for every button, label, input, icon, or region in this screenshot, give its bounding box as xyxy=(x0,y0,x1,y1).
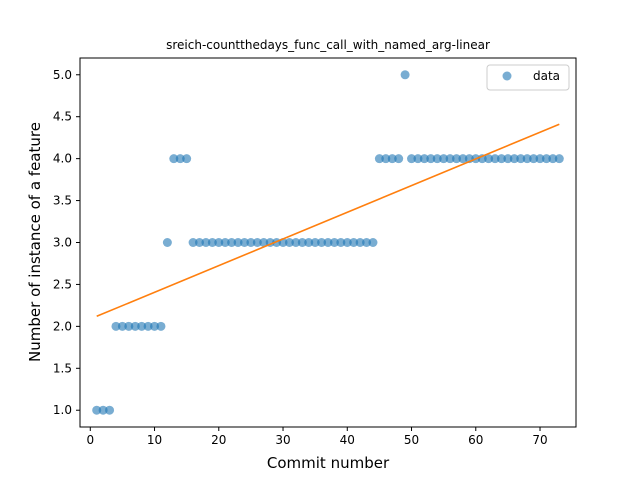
data-point xyxy=(150,321,160,331)
data-point xyxy=(284,238,294,247)
data-point xyxy=(387,154,397,164)
data-point xyxy=(220,238,230,247)
data-point xyxy=(246,238,256,247)
y-tick-label: 3.5 xyxy=(53,194,72,208)
data-point xyxy=(368,238,378,247)
data-point xyxy=(182,154,192,164)
data-point xyxy=(490,154,500,164)
data-point xyxy=(394,154,404,164)
data-point xyxy=(458,154,468,164)
data-point xyxy=(355,238,365,247)
data-point xyxy=(124,321,134,331)
data-point xyxy=(117,321,127,331)
plot-marks xyxy=(92,70,564,415)
y-tick-label: 4.5 xyxy=(53,110,72,124)
data-point xyxy=(407,154,417,164)
data-point xyxy=(529,154,539,164)
x-tick-label: 0 xyxy=(86,433,94,447)
data-point xyxy=(130,321,140,331)
data-point xyxy=(554,154,564,164)
data-point xyxy=(317,238,327,247)
y-tick-label: 4.0 xyxy=(53,152,72,166)
y-tick-label: 1.0 xyxy=(53,403,72,417)
x-tick-label: 30 xyxy=(275,433,290,447)
data-point xyxy=(304,238,314,247)
data-point xyxy=(259,238,269,247)
data-point xyxy=(329,238,339,247)
data-point xyxy=(342,238,352,247)
data-point xyxy=(432,154,442,164)
data-point xyxy=(419,154,429,164)
x-tick-label: 50 xyxy=(404,433,419,447)
y-tick-label: 3.0 xyxy=(53,236,72,250)
data-point xyxy=(374,154,384,164)
data-point xyxy=(522,154,532,164)
data-point xyxy=(310,238,320,247)
data-point xyxy=(381,154,391,164)
legend-data-marker xyxy=(502,71,512,81)
data-point xyxy=(214,238,224,247)
data-point xyxy=(452,154,461,164)
x-tick-label: 60 xyxy=(468,433,483,447)
data-point xyxy=(336,238,346,247)
y-tick-label: 2.0 xyxy=(53,319,72,333)
data-point xyxy=(426,154,436,164)
data-point xyxy=(535,154,545,164)
data-point xyxy=(169,154,179,164)
data-point xyxy=(496,154,506,164)
data-point xyxy=(413,154,423,164)
data-point xyxy=(291,238,301,247)
y-tick-label: 5.0 xyxy=(53,68,72,82)
data-point xyxy=(541,154,551,164)
data-point xyxy=(516,154,526,164)
data-point xyxy=(111,321,121,331)
data-point xyxy=(297,238,307,247)
data-point xyxy=(98,405,108,415)
x-tick-label: 70 xyxy=(532,433,547,447)
data-point xyxy=(509,154,519,164)
data-point xyxy=(227,238,237,247)
data-point xyxy=(439,154,449,164)
legend-box xyxy=(486,64,570,91)
y-tick-label: 1.5 xyxy=(53,361,72,375)
data-point xyxy=(239,238,249,247)
legend-data-label: data xyxy=(533,69,560,83)
data-point xyxy=(400,70,410,80)
data-point xyxy=(207,238,217,247)
data-point xyxy=(162,238,172,247)
data-point xyxy=(143,321,153,331)
y-axis-label: Number of instance of a feature xyxy=(26,122,44,362)
data-point xyxy=(105,405,115,415)
data-point xyxy=(188,238,198,247)
x-axis: 0 10 20 30 40 50 60 70 xyxy=(86,427,548,447)
data-point xyxy=(548,154,558,164)
data-point xyxy=(484,154,494,164)
y-axis: 1.0 1.5 2.0 2.5 3.0 3.5 4.0 4.5 5.0 xyxy=(53,68,80,417)
data-point xyxy=(503,154,513,164)
data-point xyxy=(349,238,359,247)
data-point xyxy=(445,154,455,164)
x-tick-label: 10 xyxy=(147,433,162,447)
data-point xyxy=(137,321,147,331)
data-point xyxy=(175,154,185,164)
x-tick-label: 20 xyxy=(211,433,226,447)
data-point xyxy=(323,238,333,247)
x-axis-label: Commit number xyxy=(267,454,390,472)
x-tick-label: 40 xyxy=(340,433,355,447)
fit-line xyxy=(96,123,560,318)
data-point xyxy=(201,238,211,247)
legend[interactable]: data xyxy=(486,64,570,91)
data-point xyxy=(233,238,243,247)
data-point xyxy=(195,238,204,247)
data-point xyxy=(156,321,166,331)
data-point xyxy=(362,238,372,247)
data-point xyxy=(252,238,262,247)
y-tick-label: 2.5 xyxy=(53,277,72,291)
data-point xyxy=(92,405,102,415)
chart-title: sreich-countthedays_func_call_with_named… xyxy=(166,38,490,52)
